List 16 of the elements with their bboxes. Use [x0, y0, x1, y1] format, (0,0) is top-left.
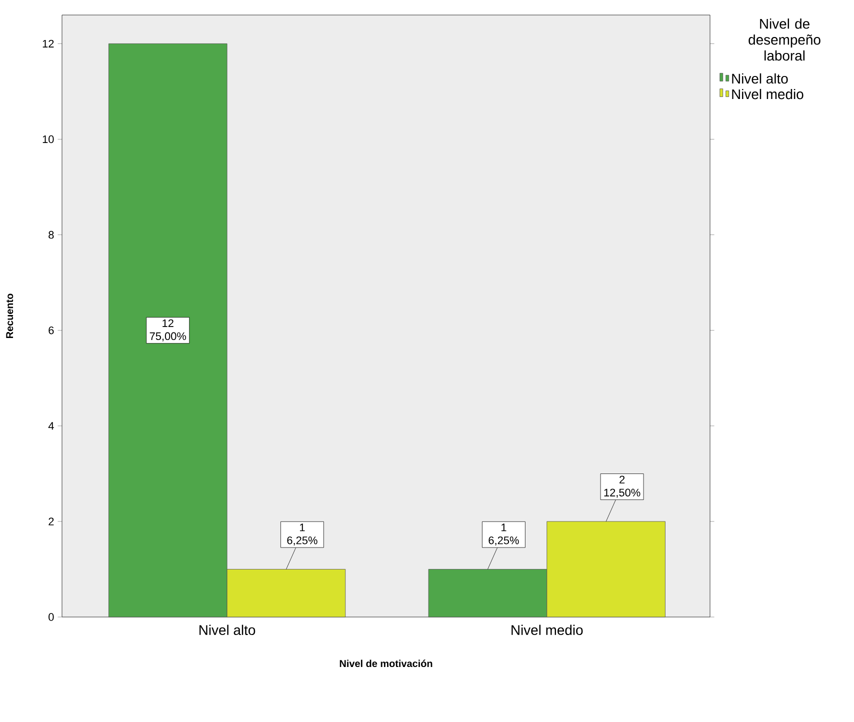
data-label: 12 75,00% — [150, 319, 186, 342]
data-label: 1 6,25% — [287, 524, 318, 546]
y-axis-title: Recuento — [6, 294, 14, 338]
y-tick-label: 6 — [48, 326, 54, 334]
y-tick-label: 8 — [48, 230, 54, 239]
y-tick-label: 4 — [48, 422, 54, 430]
legend-label: Nivel medio — [732, 88, 804, 100]
data-label: 2 12,50% — [604, 476, 640, 498]
y-tick-label: 10 — [42, 135, 54, 144]
y-tick-label: 0 — [48, 613, 54, 621]
x-axis-title: Nivel de motivación — [340, 660, 432, 668]
data-label: 1 6,25% — [488, 524, 519, 546]
y-tick-label: 12 — [42, 40, 54, 48]
legend-label: Nivel alto — [732, 73, 788, 84]
legend-title: Nivel de desempeño laboral — [748, 18, 820, 61]
y-tick-label: 2 — [48, 518, 54, 526]
